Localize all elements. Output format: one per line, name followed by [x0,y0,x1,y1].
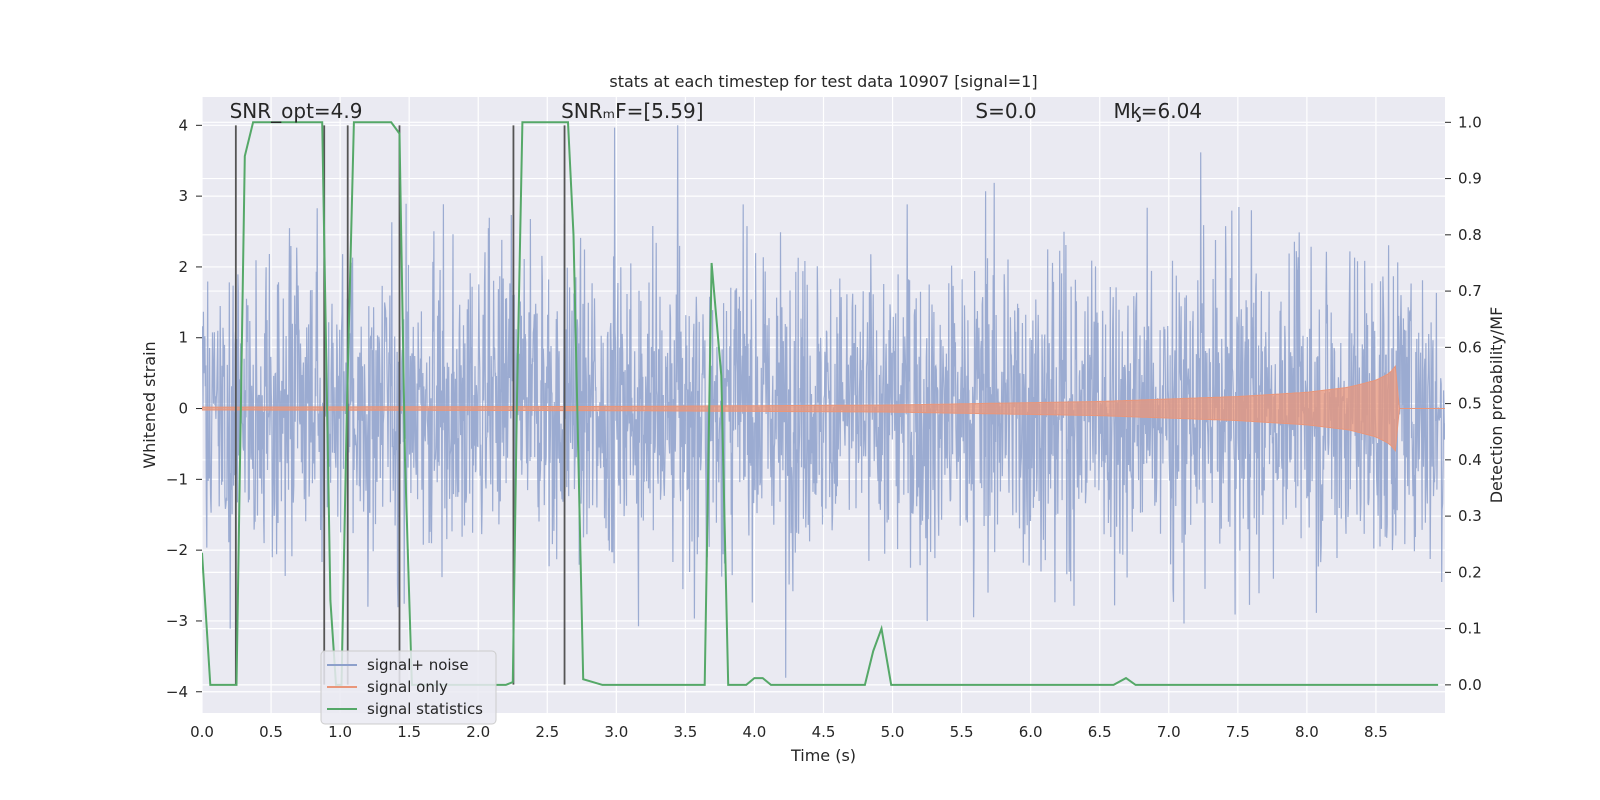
annotation-mc: Mᶄ=6.04 [1114,99,1203,123]
legend-box [320,650,497,725]
data-layer [202,121,1445,686]
legend: signal+ noise signal only signal statist… [320,650,497,725]
chart-title: stats at each timestep for test data 109… [609,72,1037,91]
x-tick-label: 2.0 [466,723,490,741]
y-right-tick-label: 0.5 [1458,395,1482,413]
y-tick-label: 2 [178,258,188,276]
y-right-tick-label: 1.0 [1458,113,1482,131]
y-right-tick-label: 0.2 [1458,563,1482,581]
x-tick-label: 7.5 [1226,723,1250,741]
y-right-tick-label: 0.4 [1458,451,1482,469]
annotation-s: S=0.0 [975,99,1036,123]
x-tick-label: 8.5 [1364,723,1388,741]
y-right-tick-label: 0.7 [1458,282,1482,300]
x-tick-label: 2.5 [535,723,559,741]
x-tick-label: 3.0 [604,723,628,741]
legend-label-signal-statistics: signal statistics [367,700,483,718]
x-tick-label: 4.5 [812,723,836,741]
y-right-tick-label: 0.0 [1458,676,1482,694]
y-tick-label: 0 [178,400,188,418]
x-axis-label: Time (s) [790,746,856,765]
x-tick-label: 1.5 [397,723,421,741]
legend-label-signal-only: signal only [367,678,448,696]
annotations: SNR_opt=4.9 SNRₘF=[5.59] S=0.0 Mᶄ=6.04 [230,99,1202,123]
y-tick-label: 3 [178,187,188,205]
x-tick-label: 8.0 [1295,723,1319,741]
axes: 0.0 0.5 1.0 1.5 2.0 2.5 3.0 3.5 4.0 4.5 5.0 5.5 6.0 6… [166,113,1482,741]
series-signal-only [202,365,1445,452]
y-tick-label: −1 [166,470,188,488]
y-tick-label: −4 [166,683,188,701]
y-right-tick-label: 0.6 [1458,338,1482,356]
x-tick-label: 7.0 [1157,723,1181,741]
x-tick-label: 5.0 [881,723,905,741]
annotation-snr-mf: SNRₘF=[5.59] [561,99,703,123]
x-tick-label: 6.5 [1088,723,1112,741]
x-tick-label: 0.0 [190,723,214,741]
y-right-tick-label: 0.8 [1458,226,1482,244]
x-tick-label: 1.0 [328,723,352,741]
y-right-tick-label: 0.9 [1458,170,1482,188]
y-tick-label: −2 [166,541,188,559]
x-tick-label: 5.5 [950,723,974,741]
x-tick-label: 4.0 [743,723,767,741]
y-axis-label: Whitened strain [140,341,159,468]
y-right-tick-label: 0.3 [1458,507,1482,525]
y-tick-label: −3 [166,612,188,630]
x-tick-label: 0.5 [259,723,283,741]
y-tick-label: 4 [178,116,188,134]
y-tick-label: 1 [178,329,188,347]
annotation-snr-opt: SNR_opt=4.9 [230,99,363,123]
legend-label-signal-noise: signal+ noise [367,656,469,674]
y-right-tick-label: 0.1 [1458,620,1482,638]
x-tick-label: 3.5 [673,723,697,741]
x-tick-label: 6.0 [1019,723,1043,741]
y-axis-right-label: Detection probability/MF [1487,307,1506,504]
